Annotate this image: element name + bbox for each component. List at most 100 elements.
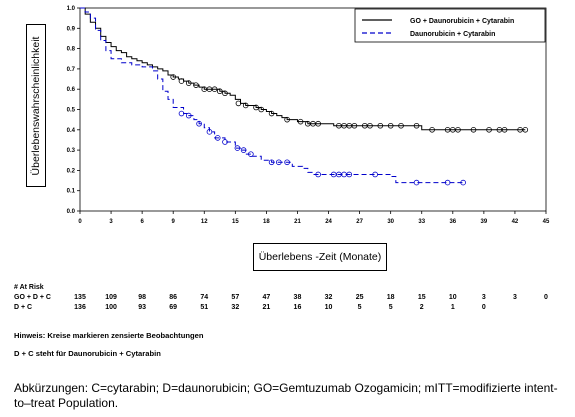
series-2-line xyxy=(80,7,464,184)
x-tick-label: 9 xyxy=(172,219,176,225)
censor-note: Hinweis: Kreise markieren zensierte Beob… xyxy=(14,331,204,340)
series-1-censor-mark xyxy=(258,106,265,113)
at-risk-value: 1 xyxy=(450,304,455,311)
x-tick-label: 21 xyxy=(294,219,301,225)
at-risk-value: 74 xyxy=(200,294,209,301)
at-risk-row-label: D + C xyxy=(14,304,33,311)
y-tick-label: 0.7 xyxy=(67,67,76,73)
series-2-censor-mark xyxy=(372,171,378,178)
y-tick-label: 0.2 xyxy=(67,168,76,174)
at-risk-value: 32 xyxy=(231,304,240,311)
legend-label-1: GO + Daunorubicin + Cytarabin xyxy=(410,18,514,25)
series-1-censor-mark xyxy=(297,118,304,125)
at-risk-value: 10 xyxy=(324,304,333,311)
at-risk-value: 51 xyxy=(200,304,209,311)
y-axis-label: Überlebenswahrscheinlichkeit xyxy=(30,36,42,175)
x-tick-label: 36 xyxy=(449,219,456,225)
y-tick-label: 0.1 xyxy=(67,189,76,195)
series-2-censor-mark xyxy=(284,159,290,166)
series-1-censor-mark xyxy=(242,102,249,109)
at-risk-value: 47 xyxy=(262,294,271,301)
series-2-censor-mark xyxy=(240,147,247,153)
at-risk-value: 18 xyxy=(386,294,395,301)
at-risk-value: 100 xyxy=(105,304,117,311)
series-2-censor-mark xyxy=(248,151,254,157)
series-2-censor-mark xyxy=(196,120,202,127)
series-1-censor-mark xyxy=(178,78,185,84)
series-1-censor-mark xyxy=(470,127,477,133)
at-risk-value: 98 xyxy=(138,294,147,301)
chart-legend: GO + Daunorubicin + Cytarabin Daunorubici… xyxy=(354,8,546,43)
series-1-censor-mark xyxy=(253,104,259,111)
series-1-censor-mark xyxy=(268,110,275,117)
series-2-censor-mark xyxy=(276,159,282,166)
x-tick-label: 18 xyxy=(263,219,270,225)
abbreviation-note: D + C steht für Daunorubicin + Cytarabin xyxy=(14,349,161,358)
legend-label-2: Daunorubicin + Cytarabin xyxy=(410,31,495,38)
y-tick-label: 0.9 xyxy=(67,26,76,32)
x-tick-label: 12 xyxy=(201,219,208,225)
at-risk-row-label: GO + D + C xyxy=(14,294,51,301)
series-2-censor-mark xyxy=(185,112,192,119)
at-risk-value: 38 xyxy=(293,294,302,301)
series-2-censor-mark xyxy=(206,129,213,135)
series-1-censor-mark xyxy=(235,100,242,107)
at-risk-value: 32 xyxy=(324,294,333,301)
series-1-censor-mark xyxy=(211,86,218,92)
at-risk-value: 25 xyxy=(355,294,364,301)
series-1-censor-mark xyxy=(185,80,192,86)
y-axis-label-box: Überlebenswahrscheinlichkeit xyxy=(26,24,46,187)
series-1-censor-mark xyxy=(284,116,290,123)
km-chart: 0 3 6 9 12 15 18 21 24 27 30 33 36 39 42 450.00.10.20.3… xyxy=(67,6,550,225)
x-tick-label: 0 xyxy=(78,219,82,225)
series-2-censor-mark xyxy=(234,145,241,151)
y-tick-label: 0.4 xyxy=(67,128,76,134)
y-tick-label: 0.3 xyxy=(67,148,76,154)
chart-axes: 0 3 6 9 12 15 18 21 24 27 30 33 36 39 42 450.00.10.20.3… xyxy=(67,6,550,225)
series-1-censor-mark xyxy=(170,74,177,80)
at-risk-value: 10 xyxy=(448,294,457,301)
series-2-censor-mark xyxy=(222,139,228,145)
series-2-censor-mark xyxy=(178,110,185,117)
at-risk-value: 16 xyxy=(293,304,302,311)
y-tick-label: 1.0 xyxy=(67,6,76,12)
at-risk-value: 93 xyxy=(138,304,147,311)
series-1-censor-mark xyxy=(398,122,404,129)
series-2-censor-mark xyxy=(214,135,221,141)
series-2-censor-mark xyxy=(413,179,420,186)
series-1-censor-mark xyxy=(315,120,321,127)
at-risk-value: 0 xyxy=(481,304,486,311)
x-tick-label: 24 xyxy=(325,219,332,225)
footer-abbreviations: Abkürzungen: C=cytarabin; D=daunorubicin… xyxy=(14,381,558,410)
series-1-censor-mark xyxy=(522,127,529,133)
series-1-censor-mark xyxy=(351,122,358,129)
y-tick-label: 0.6 xyxy=(67,87,76,93)
y-tick-label: 0.5 xyxy=(67,108,76,114)
series-2-censor-mark xyxy=(444,179,451,186)
x-tick-label: 3 xyxy=(109,219,113,225)
series-2-censor-mark xyxy=(268,159,275,166)
series-1-censor-mark xyxy=(429,127,435,133)
x-tick-label: 39 xyxy=(481,219,488,225)
at-risk-value: 3 xyxy=(481,294,486,301)
series-1-censor-mark xyxy=(193,82,199,88)
x-axis-label-box: Überlebens -Zeit (Monate) xyxy=(253,243,387,271)
y-tick-label: 0.0 xyxy=(67,209,76,215)
at-risk-value: 57 xyxy=(231,294,240,301)
legend-box xyxy=(354,8,546,43)
series-1-censor-mark xyxy=(413,122,420,129)
at-risk-value: 5 xyxy=(357,304,362,311)
x-tick-label: 45 xyxy=(543,219,550,225)
at-risk-value: 109 xyxy=(105,294,117,301)
at-risk-value: 0 xyxy=(544,294,548,301)
x-tick-label: 30 xyxy=(387,219,394,225)
series-2-censor-mark xyxy=(315,171,321,178)
series-1-censor-mark xyxy=(377,122,384,129)
series-1-censor-mark xyxy=(455,127,461,133)
series-2-censor-mark xyxy=(460,179,466,186)
x-tick-label: 33 xyxy=(418,219,425,225)
x-tick-label: 27 xyxy=(356,219,363,225)
at-risk-row: GO + D + C 135 109 98 86 74 57 47 38 32 25 18 15 10 3 3… xyxy=(14,294,564,304)
at-risk-value: 86 xyxy=(169,294,178,301)
series-1-censor-mark xyxy=(387,122,394,129)
